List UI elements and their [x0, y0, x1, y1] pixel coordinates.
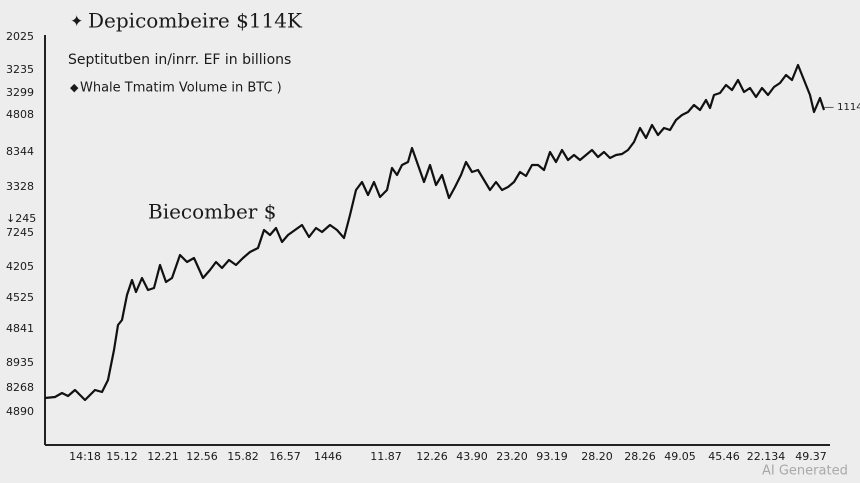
x-tick-label: 49.37 [795, 450, 827, 463]
subtitle: Septitutben in/inrr. EF in billions [68, 52, 291, 68]
y-tick-label: ↓245 [6, 212, 36, 225]
annotation: Biecomber $ [148, 200, 276, 224]
x-tick-label: 12.56 [186, 450, 218, 463]
x-tick-label: 22.134 [747, 450, 786, 463]
y-tick-label: 4841 [6, 322, 34, 335]
title-bullet: ✦ [70, 12, 83, 31]
x-tick-label: 45.46 [708, 450, 740, 463]
end-label: — 1114 [824, 102, 860, 113]
x-tick-label: 49.05 [664, 450, 696, 463]
y-tick-label: 3328 [6, 180, 34, 193]
subtitle-legend: Whale Tmatim Volume in BTC ) [80, 81, 282, 96]
x-tick-label: 93.19 [536, 450, 568, 463]
y-tick-label: 8344 [6, 145, 34, 158]
x-tick-label: 28.26 [624, 450, 656, 463]
y-tick-label: 8935 [6, 356, 34, 369]
y-tick-label: 8268 [6, 381, 34, 394]
x-tick-label: 43.90 [456, 450, 488, 463]
x-tick-label: 12.21 [147, 450, 179, 463]
y-tick-label: 3235 [6, 63, 34, 76]
y-tick-label: 4808 [6, 108, 34, 121]
chart-title: Depicombeire $114K [88, 9, 303, 33]
y-tick-label: 2025 [6, 30, 34, 43]
x-tick-label: 12.26 [416, 450, 448, 463]
legend-marker: ◆ [70, 81, 79, 94]
x-tick-label: 15.12 [106, 450, 138, 463]
x-tick-label: 1446 [314, 450, 342, 463]
x-tick-label: 15.82 [227, 450, 259, 463]
x-tick-label: 16.57 [269, 450, 301, 463]
y-tick-label: 4205 [6, 260, 34, 273]
price-line [44, 63, 826, 402]
x-tick-label: 11.87 [370, 450, 402, 463]
y-tick-label: 4525 [6, 291, 34, 304]
y-tick-label: 7245 [6, 226, 34, 239]
watermark: AI Generated [762, 464, 848, 479]
y-tick-label: 4890 [6, 405, 34, 418]
x-tick-label: 14:18 [69, 450, 101, 463]
x-tick-label: 28.20 [581, 450, 613, 463]
y-tick-label: 3299 [6, 86, 34, 99]
x-tick-label: 23.20 [496, 450, 528, 463]
